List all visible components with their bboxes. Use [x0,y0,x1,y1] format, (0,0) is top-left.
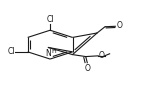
Text: H: H [52,49,56,54]
Text: Cl: Cl [46,15,54,24]
Text: N: N [45,49,51,58]
Text: O: O [99,51,105,60]
Text: O: O [85,64,90,73]
Text: Cl: Cl [7,47,15,56]
Text: O: O [116,21,122,30]
